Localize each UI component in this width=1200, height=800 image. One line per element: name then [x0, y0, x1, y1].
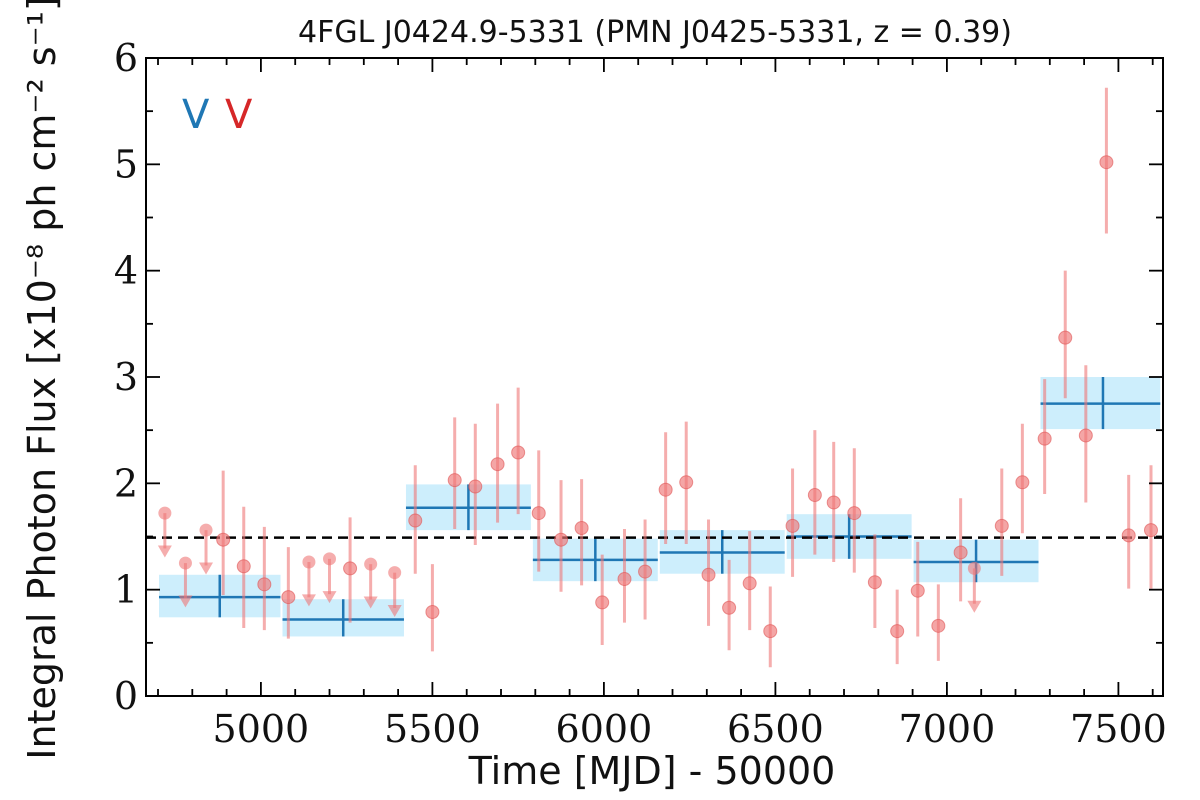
flux-point	[490, 457, 505, 472]
upper-limit-arrow	[199, 562, 214, 575]
upper-limit-arrow	[967, 600, 982, 613]
flux-point	[953, 545, 968, 560]
flux-point	[1078, 428, 1093, 443]
flux-point	[281, 590, 296, 605]
flux-point	[1037, 431, 1052, 446]
flux-point	[1058, 330, 1073, 345]
upper-limit-point	[323, 552, 337, 566]
upper-limit-point	[158, 506, 172, 520]
legend-label-points: V	[225, 92, 253, 138]
flux-points-layer	[216, 87, 1158, 668]
y-tick-label: 2	[114, 461, 138, 505]
flux-point	[343, 561, 358, 576]
x-tick-label: 7000	[899, 707, 996, 751]
flux-point	[931, 618, 946, 633]
binned-flux-layer	[159, 377, 1161, 637]
flux-point	[257, 577, 272, 592]
upper-limit-arrow	[301, 594, 316, 607]
y-axis-label: Integral Photon Flux [x10⁻⁸ ph cm⁻² s⁻¹]	[20, 0, 64, 760]
upper-limit-point	[388, 566, 402, 580]
y-tick-label: 5	[114, 142, 138, 186]
y-tick-label: 3	[114, 355, 138, 399]
flux-point	[847, 506, 862, 521]
upper-limit-arrow	[322, 591, 337, 604]
flux-point	[617, 572, 632, 587]
x-axis-label: Time [MJD] - 50000	[468, 749, 836, 793]
flux-point	[763, 624, 778, 639]
upper-limits-layer	[157, 506, 982, 617]
flux-point	[867, 575, 882, 590]
upper-limit-arrow	[387, 604, 402, 617]
y-tick-label: 4	[114, 249, 138, 293]
flux-point	[468, 479, 483, 494]
axis-ticks: 5000 5500 6000 6500 7000 7500 0 1 2 3 4 5 6	[114, 36, 1167, 751]
y-tick-label: 6	[114, 36, 138, 80]
upper-limit-point	[199, 523, 213, 537]
flux-point	[574, 520, 589, 535]
flux-point	[236, 559, 251, 574]
x-tick-label: 6000	[556, 707, 653, 751]
flux-point	[408, 513, 423, 528]
flux-point	[701, 567, 716, 582]
flux-point	[826, 495, 841, 510]
chart-title: 4FGL J0424.9-5331 (PMN J0425-5331, z = 0…	[298, 15, 1012, 50]
flux-point	[994, 518, 1009, 533]
upper-limit-point	[178, 556, 192, 570]
flux-point	[216, 532, 231, 547]
flux-point	[447, 473, 462, 488]
y-tick-label: 1	[114, 568, 138, 612]
flux-point	[1015, 475, 1030, 490]
flux-point	[807, 488, 822, 503]
legend-label-binned: V	[182, 92, 210, 138]
flux-point	[425, 604, 440, 619]
legend: V V	[182, 92, 253, 138]
flux-point	[742, 576, 757, 591]
flux-point	[658, 482, 673, 497]
flux-point	[890, 624, 905, 639]
y-tick-label: 0	[114, 674, 138, 718]
flux-point	[554, 532, 569, 547]
x-tick-label: 7500	[1070, 707, 1167, 751]
flux-point	[722, 600, 737, 615]
flux-point	[679, 475, 694, 490]
flux-point	[511, 445, 526, 460]
upper-limit-arrow	[157, 545, 172, 558]
x-tick-label: 5500	[384, 707, 481, 751]
x-tick-label: 6500	[727, 707, 824, 751]
flux-point	[1121, 528, 1136, 543]
flux-point	[910, 583, 925, 598]
upper-limit-point	[364, 557, 378, 571]
upper-limit-arrow	[363, 596, 378, 609]
flux-point	[1099, 155, 1114, 170]
flux-point	[1143, 523, 1158, 538]
flux-point	[531, 506, 546, 521]
upper-limit-arrow	[178, 595, 193, 608]
x-tick-label: 5000	[213, 707, 310, 751]
flux-point	[785, 518, 800, 533]
flux-point	[638, 564, 653, 579]
flux-point	[595, 595, 610, 610]
upper-limit-point	[302, 555, 316, 569]
upper-limit-point	[967, 561, 981, 575]
